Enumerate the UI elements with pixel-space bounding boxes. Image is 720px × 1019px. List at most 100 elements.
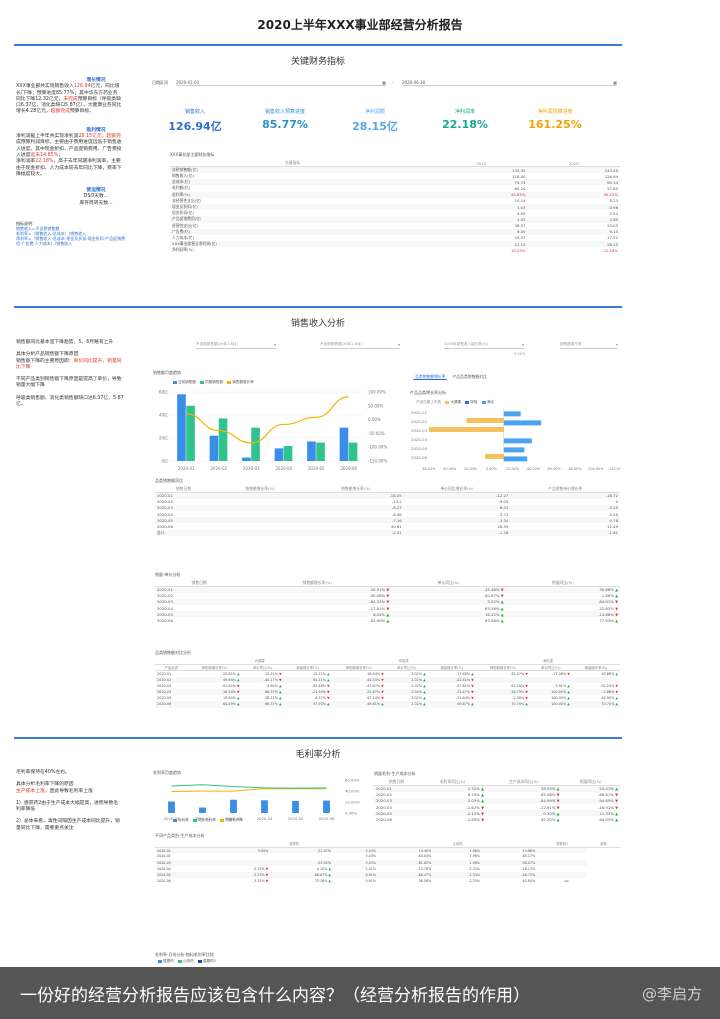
value-text: -84.99% bbox=[539, 798, 556, 804]
value-text: 2.41% bbox=[365, 866, 376, 871]
x-tick-label: -120.00% bbox=[608, 467, 620, 471]
date-range-filter[interactable]: 日期区间 2020-01-01 ▦ - 2020-06-30 ▦ bbox=[152, 80, 622, 88]
table4-caption: 品类销售额对比分析 bbox=[155, 650, 191, 655]
growth-title: 增长情况 bbox=[86, 78, 106, 83]
filter-sales-rate[interactable]: 销售额增长率 ▾ bbox=[560, 342, 618, 349]
column-header[interactable]: 单价同比(%) bbox=[529, 664, 572, 671]
hbar-0[interactable] bbox=[485, 454, 504, 459]
value-2020: 126.94 bbox=[604, 173, 618, 179]
column-header[interactable]: 生产成本同比(%) bbox=[486, 779, 562, 786]
bar-prior[interactable] bbox=[348, 442, 358, 461]
value-cell: -17.08% ▼ bbox=[530, 670, 572, 676]
bar-prior[interactable] bbox=[316, 442, 325, 461]
calendar-icon[interactable]: ▦ bbox=[613, 80, 617, 85]
column-header[interactable]: 2019 bbox=[434, 160, 528, 167]
bar-current[interactable] bbox=[242, 457, 251, 461]
date-to-input[interactable]: 2020-06-30 ▦ bbox=[402, 80, 617, 86]
hbar-2[interactable] bbox=[503, 438, 532, 444]
value-2019: 44.65% bbox=[434, 191, 528, 198]
growth-line bbox=[186, 396, 349, 444]
value-cell: 8.01 bbox=[403, 504, 511, 512]
column-header[interactable]: 销售额增长率(%) bbox=[331, 664, 386, 671]
column-header[interactable]: 销售额增长率(%) bbox=[475, 664, 530, 671]
table6-caption: 不同产品类别-生产成本分析 bbox=[155, 833, 205, 838]
value-text: -22.07% bbox=[317, 848, 331, 853]
tab-category-compare[interactable]: 产品品类销售额对比 bbox=[452, 374, 487, 379]
column-header[interactable]: 销售额增长率(%) bbox=[187, 664, 242, 671]
column-header[interactable]: 产品销售单价增长率 bbox=[510, 486, 620, 493]
column-header[interactable]: 销售额增长率(%) bbox=[243, 580, 392, 587]
filter-sales-growth[interactable]: 2020年销售收入增长率(%) ▾ bbox=[444, 342, 524, 349]
column-header[interactable]: 关键指标 bbox=[170, 160, 415, 167]
tab-category-growth[interactable]: 品类销售额增长率 bbox=[413, 374, 448, 380]
hbar-0[interactable] bbox=[429, 427, 504, 432]
value-cell: 3.43% bbox=[332, 859, 378, 866]
column-header[interactable]: 销量同比(%) bbox=[505, 580, 620, 587]
bar-current[interactable] bbox=[274, 448, 284, 461]
value-cell: -3.33% ▼ bbox=[210, 871, 271, 879]
column-header[interactable]: 销量同比(%) bbox=[561, 779, 620, 786]
hbar-2[interactable] bbox=[503, 411, 521, 417]
calendar-icon[interactable]: ▦ bbox=[382, 80, 386, 85]
hbar-2[interactable] bbox=[503, 447, 525, 453]
value-cell: 2.41% bbox=[333, 866, 378, 872]
chevron-down-icon[interactable]: ▾ bbox=[615, 342, 618, 347]
table-header-row: 关键指标 2019 2020 bbox=[170, 160, 620, 167]
kpi-card: 净利润率 22.18% bbox=[420, 108, 510, 131]
hbar-2[interactable] bbox=[503, 420, 542, 426]
arrow-up-icon: ▲ bbox=[524, 702, 528, 707]
arrow-up-icon: ▲ bbox=[566, 696, 570, 701]
bar-prior[interactable] bbox=[283, 446, 293, 461]
bar-prior[interactable] bbox=[251, 427, 260, 461]
column-header[interactable]: 销售额增长率(%) bbox=[212, 486, 308, 493]
column-header[interactable]: 产品品类 bbox=[155, 664, 188, 671]
chevron-down-icon[interactable]: ▾ bbox=[521, 342, 524, 347]
column-header[interactable] bbox=[414, 160, 435, 167]
column-header[interactable]: 销量增长率(%) bbox=[427, 664, 476, 671]
hbar-2[interactable] bbox=[503, 456, 528, 462]
arrow-down-icon: ▼ bbox=[555, 792, 560, 798]
value-cell: 3.43% bbox=[332, 847, 378, 854]
filter-sales-2020[interactable]: 不含税销售额(20年1-6月) ▾ bbox=[320, 342, 400, 349]
metric-name: XXX事业部营业净利润(亿) bbox=[170, 241, 415, 248]
margin-bar[interactable] bbox=[168, 801, 175, 813]
value-cell: -92.24% ▼ bbox=[572, 683, 620, 689]
column-header[interactable]: 单价同比(%) bbox=[385, 664, 428, 671]
margin-bar[interactable] bbox=[323, 800, 330, 813]
arrow-down-icon: ▼ bbox=[613, 804, 618, 810]
column-header[interactable]: 单价同比(%) bbox=[241, 664, 284, 671]
table-row: 现金折扣(亿) 4.05 2.54 bbox=[170, 210, 620, 216]
bar-current[interactable] bbox=[177, 394, 186, 461]
column-header[interactable]: 销量增长率(%) bbox=[283, 664, 332, 671]
chevron-down-icon[interactable]: ▾ bbox=[273, 342, 276, 347]
bar-prior[interactable] bbox=[186, 405, 195, 461]
date-from-input[interactable]: 2020-01-01 ▦ bbox=[176, 80, 386, 86]
margin-bar[interactable] bbox=[230, 799, 237, 813]
hbar-0[interactable] bbox=[466, 418, 504, 423]
bar-current[interactable] bbox=[209, 435, 219, 461]
bar-prior[interactable] bbox=[218, 418, 228, 461]
note-line-3: 净利率=（销售收入-总成本-现金及折扣-现金折扣-产品促销费 bbox=[16, 236, 126, 242]
column-header[interactable]: 销售日期 bbox=[374, 779, 420, 786]
bar-current[interactable] bbox=[339, 427, 349, 461]
column-header[interactable]: 销售日期 bbox=[155, 580, 244, 587]
column-header[interactable]: 销售额增长率(%) bbox=[307, 486, 404, 493]
date-label: 日期区间 bbox=[152, 80, 168, 85]
column-header[interactable]: 销售日期 bbox=[155, 486, 213, 493]
margin-bar[interactable] bbox=[292, 800, 299, 813]
bar-current[interactable] bbox=[307, 441, 316, 461]
margin-bar[interactable] bbox=[199, 807, 206, 813]
arrow-up-icon: ▲ bbox=[470, 671, 474, 676]
column-header[interactable]: 单价同比增长率(%) bbox=[403, 486, 511, 493]
column-header[interactable]: 销量增长率(%) bbox=[571, 664, 620, 671]
column-header[interactable]: 毛利率同比(%) bbox=[419, 779, 487, 786]
margin-commentary: 毛利率保持在40%左右。 具体分析毛利率下降的原因 生产成本上涨，因此导致毛利率… bbox=[16, 770, 151, 832]
column-header[interactable]: 2020 bbox=[527, 160, 620, 167]
column-header[interactable]: 单价同比(%) bbox=[391, 580, 506, 587]
value-cell: 56.58% bbox=[378, 878, 433, 884]
note-line-1: 销售收入=不含税销售额 bbox=[16, 226, 60, 232]
chevron-down-icon[interactable]: ▾ bbox=[397, 342, 400, 347]
filter-sales-2019[interactable]: 不含税销售额(19年1-6月) ▾ bbox=[196, 342, 276, 349]
margin-bar[interactable] bbox=[261, 800, 268, 813]
table-header-row: 销售日期 销售额增长率(%) 单价同比(%) 销量同比(%) bbox=[155, 580, 620, 587]
